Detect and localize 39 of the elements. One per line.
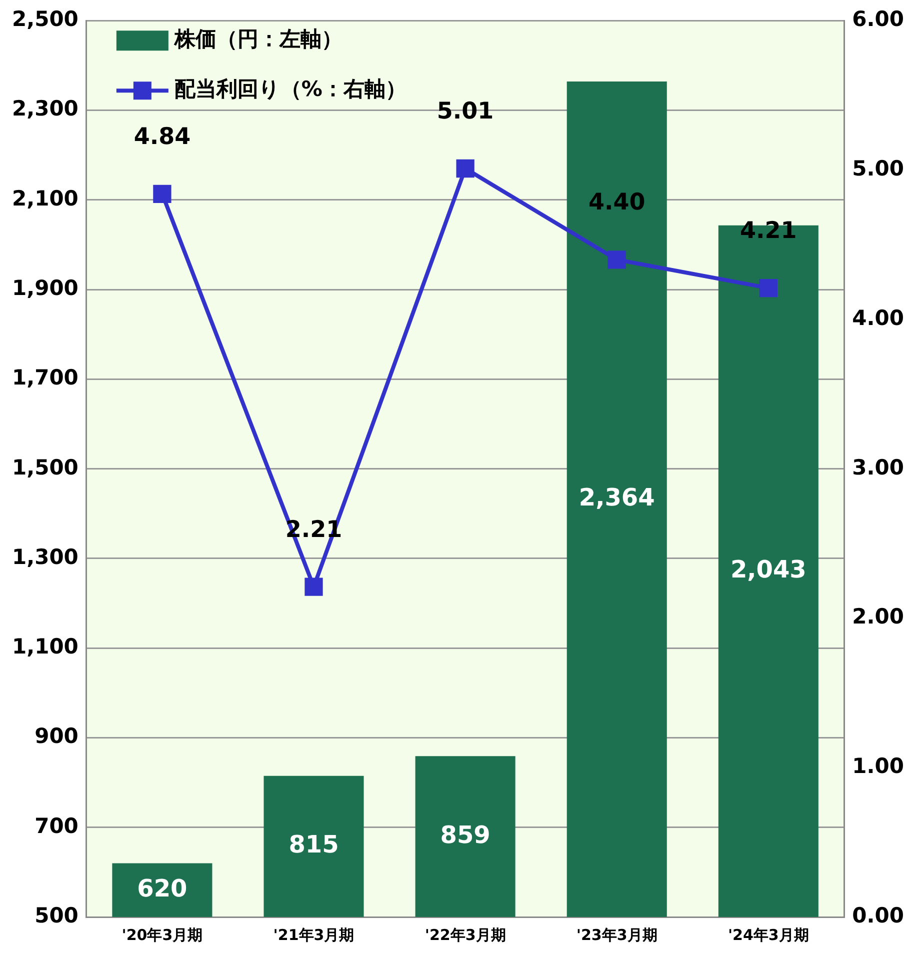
data-label: 5.01 [436,98,494,124]
y2-tick-label: 5.00 [852,156,904,180]
data-label: 2,364 [578,484,655,512]
data-label: 4.84 [134,124,191,150]
y2-tick-label: 2.00 [852,604,904,629]
y-tick-label: 900 [34,724,78,748]
y-tick-label: 2,100 [12,186,78,210]
x-tick-label: '22年3月期 [424,926,506,944]
data-label: 815 [288,830,339,859]
y-tick-label: 1,700 [12,366,78,390]
y-tick-label: 1,300 [12,544,78,569]
point [456,159,474,178]
point [304,578,323,596]
y2-tick-label: 0.00 [852,903,904,928]
point [759,278,778,298]
y2-tick-label: 3.00 [852,455,904,480]
x-tick-label: '24年3月期 [728,926,809,944]
data-label: 2,043 [730,555,806,584]
data-label: 620 [137,874,188,902]
point [608,250,626,269]
x-tick-label: '23年3月期 [576,926,658,944]
y2-tick-label: 1.00 [852,754,904,778]
y-tick-label: 1,900 [12,276,78,300]
data-label: 4.40 [588,190,646,216]
y-tick-label: 2,300 [12,96,78,121]
data-label: 859 [440,820,490,849]
y-tick-label: 700 [34,814,78,838]
y-tick-label: 1,100 [12,634,78,659]
y-tick-label: 2,500 [12,7,78,32]
legend-label: 配当利回り（%：右軸） [174,77,406,102]
data-label: 4.21 [740,218,797,244]
y2-tick-label: 6.00 [852,7,904,32]
x-tick-label: '20年3月期 [122,926,203,944]
y2-tick-label: 4.00 [852,306,904,330]
y-tick-label: 1,500 [12,455,78,480]
y-tick-label: 500 [34,903,78,928]
x-tick-label: '21年3月期 [273,926,354,944]
point [153,184,172,203]
legend-label: 株価（円：左軸） [173,27,342,52]
